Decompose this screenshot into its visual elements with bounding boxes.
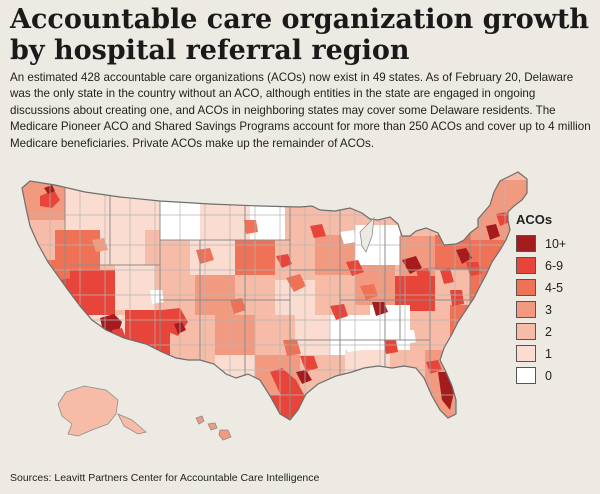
map-title: Accountable care organization growth by …	[10, 4, 590, 66]
legend-item-4-5: 4-5	[516, 277, 596, 298]
legend-item-6-9: 6-9	[516, 255, 596, 276]
legend-title: ACOs	[516, 212, 553, 227]
source-credit: Sources: Leavitt Partners Center for Acc…	[10, 472, 320, 484]
legend-item-10-plus: 10+	[516, 233, 596, 254]
legend-swatch	[516, 345, 536, 362]
legend-swatch	[516, 257, 536, 274]
legend: ACOs 10+ 6-9 4-5 3 2 1 0	[516, 212, 596, 387]
legend-label: 1	[545, 346, 552, 361]
legend-item-0: 0	[516, 365, 596, 386]
legend-label: 4-5	[545, 280, 564, 295]
legend-label: 10+	[545, 236, 567, 251]
legend-swatch	[516, 301, 536, 318]
intro-paragraph: An estimated 428 accountable care organi…	[10, 71, 591, 150]
hawaii-inset	[195, 415, 232, 441]
legend-item-2: 2	[516, 321, 596, 342]
legend-item-1: 1	[516, 343, 596, 364]
legend-label: 6-9	[545, 258, 564, 273]
alaska-inset	[57, 385, 147, 437]
legend-swatch	[516, 279, 536, 296]
legend-item-3: 3	[516, 299, 596, 320]
us-hrr-choropleth-map	[21, 171, 528, 441]
legend-label: 2	[545, 324, 552, 339]
legend-swatch	[516, 323, 536, 340]
legend-swatch	[516, 367, 536, 384]
legend-swatch	[516, 235, 536, 252]
lake-michigan	[359, 216, 375, 253]
legend-label: 0	[545, 368, 552, 383]
legend-label: 3	[545, 302, 552, 317]
us-outline	[21, 171, 528, 421]
hospital-referral-regions	[22, 172, 527, 420]
